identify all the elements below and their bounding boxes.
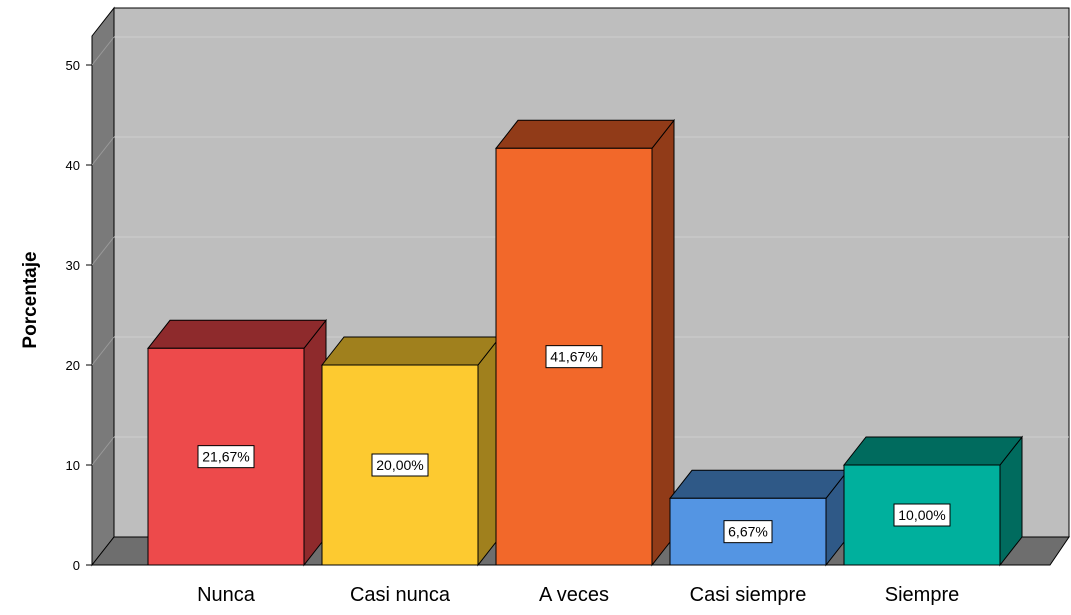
data-label: 41,67%: [550, 349, 597, 365]
y-tick-label: 50: [66, 58, 80, 73]
data-label-box: [545, 345, 603, 369]
y-tick-label: 40: [66, 158, 80, 173]
y-tick-label: 20: [66, 358, 80, 373]
y-axis-title: Porcentaje: [20, 251, 41, 348]
bar-top: [842, 436, 1024, 466]
gridline: [91, 36, 115, 66]
x-tick-label: Siempre: [885, 584, 959, 606]
side-wall: [91, 6, 115, 567]
y-tick-label: 10: [66, 458, 80, 473]
bar-top: [494, 119, 676, 149]
bar-top: [146, 319, 328, 349]
x-tick-label: Casi siempre: [690, 584, 807, 606]
bar: 41,67%: [494, 118, 676, 567]
bar: 6,67%: [668, 468, 850, 567]
gridline: [91, 336, 115, 366]
bar: 10,00%: [842, 435, 1024, 567]
x-tick-label: Casi nunca: [350, 584, 451, 606]
bars: 21,67% 20,00% 41,67% 6,67% 10,00%: [146, 118, 1024, 567]
gridline: [91, 136, 115, 166]
data-label: 10,00%: [898, 507, 945, 523]
y-axis-ticks: 0 10 20 30 40 50: [66, 58, 92, 573]
bar-top: [320, 336, 502, 366]
bar: 21,67%: [146, 318, 328, 567]
bar-top: [668, 469, 850, 499]
y-tick-label: 30: [66, 258, 80, 273]
data-label: 20,00%: [376, 457, 423, 473]
gridline: [91, 236, 115, 266]
x-axis-labels: Nunca Casi nunca A veces Casi siempre Siempr…: [197, 584, 959, 606]
data-label: 6,67%: [728, 524, 768, 540]
y-tick-label: 0: [73, 558, 80, 573]
x-tick-label: Nunca: [197, 584, 256, 606]
data-label-box: [723, 520, 773, 544]
bar: 20,00%: [320, 335, 502, 567]
x-tick-label: A veces: [539, 584, 609, 606]
data-label: 21,67%: [202, 449, 249, 465]
gridline: [91, 436, 115, 466]
data-label-box: [371, 453, 429, 477]
data-label-box: [197, 445, 255, 469]
data-label-box: [893, 503, 951, 527]
